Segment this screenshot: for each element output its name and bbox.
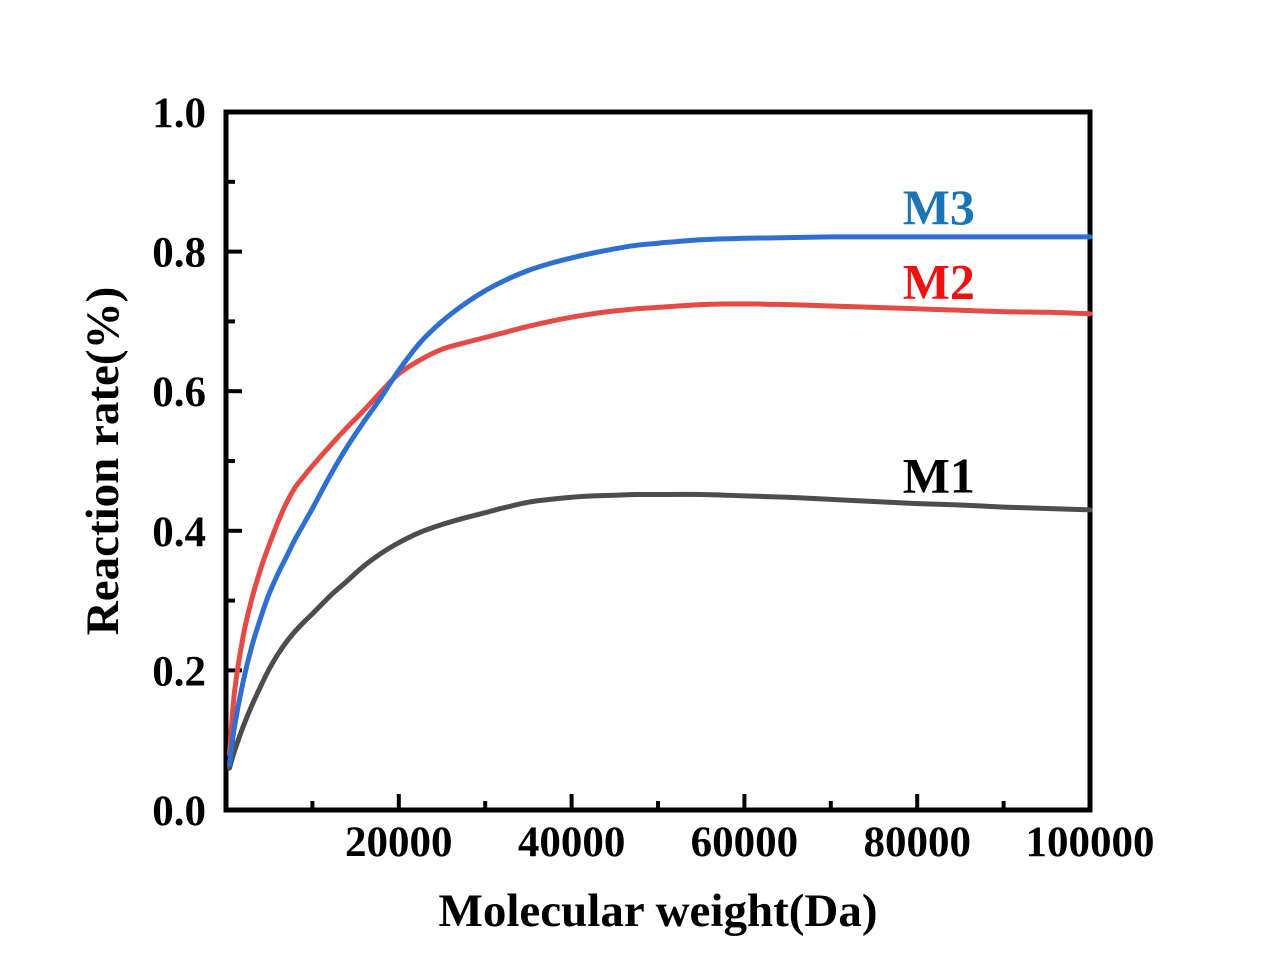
x-tick-label: 40000 (518, 819, 626, 866)
y-tick-label: 1.0 (152, 90, 206, 137)
series-labels: M1 M2 M3 (903, 179, 975, 504)
x-tick-label: 60000 (691, 819, 799, 866)
x-axis-title: Molecular weight(Da) (439, 885, 878, 937)
series-curve-m1 (227, 491, 1093, 771)
y-axis-tick-labels: 0.0 0.2 0.4 0.6 0.8 1.0 (152, 90, 206, 835)
y-tick-label: 0.8 (152, 230, 206, 277)
x-axis-tick-labels: 20000 40000 60000 80000 100000 (345, 819, 1154, 866)
series-label-m3: M3 (903, 179, 975, 235)
x-tick-label: 100000 (1026, 819, 1155, 866)
y-tick-label: 0.4 (152, 509, 206, 556)
series-curves (227, 234, 1093, 771)
y-tick-label: 0.6 (152, 369, 206, 416)
x-tick-label: 20000 (345, 819, 453, 866)
series-label-m1: M1 (903, 448, 975, 504)
y-tick-label: 0.2 (152, 648, 206, 695)
x-axis-ticks (310, 794, 1006, 810)
y-tick-label: 0.0 (152, 788, 206, 835)
series-curve-m3 (227, 234, 1093, 768)
series-label-m2: M2 (903, 254, 975, 310)
y-axis-title: Reaction rate(%) (77, 287, 129, 635)
x-tick-label: 80000 (863, 819, 971, 866)
series-curve-m2 (227, 301, 1093, 757)
